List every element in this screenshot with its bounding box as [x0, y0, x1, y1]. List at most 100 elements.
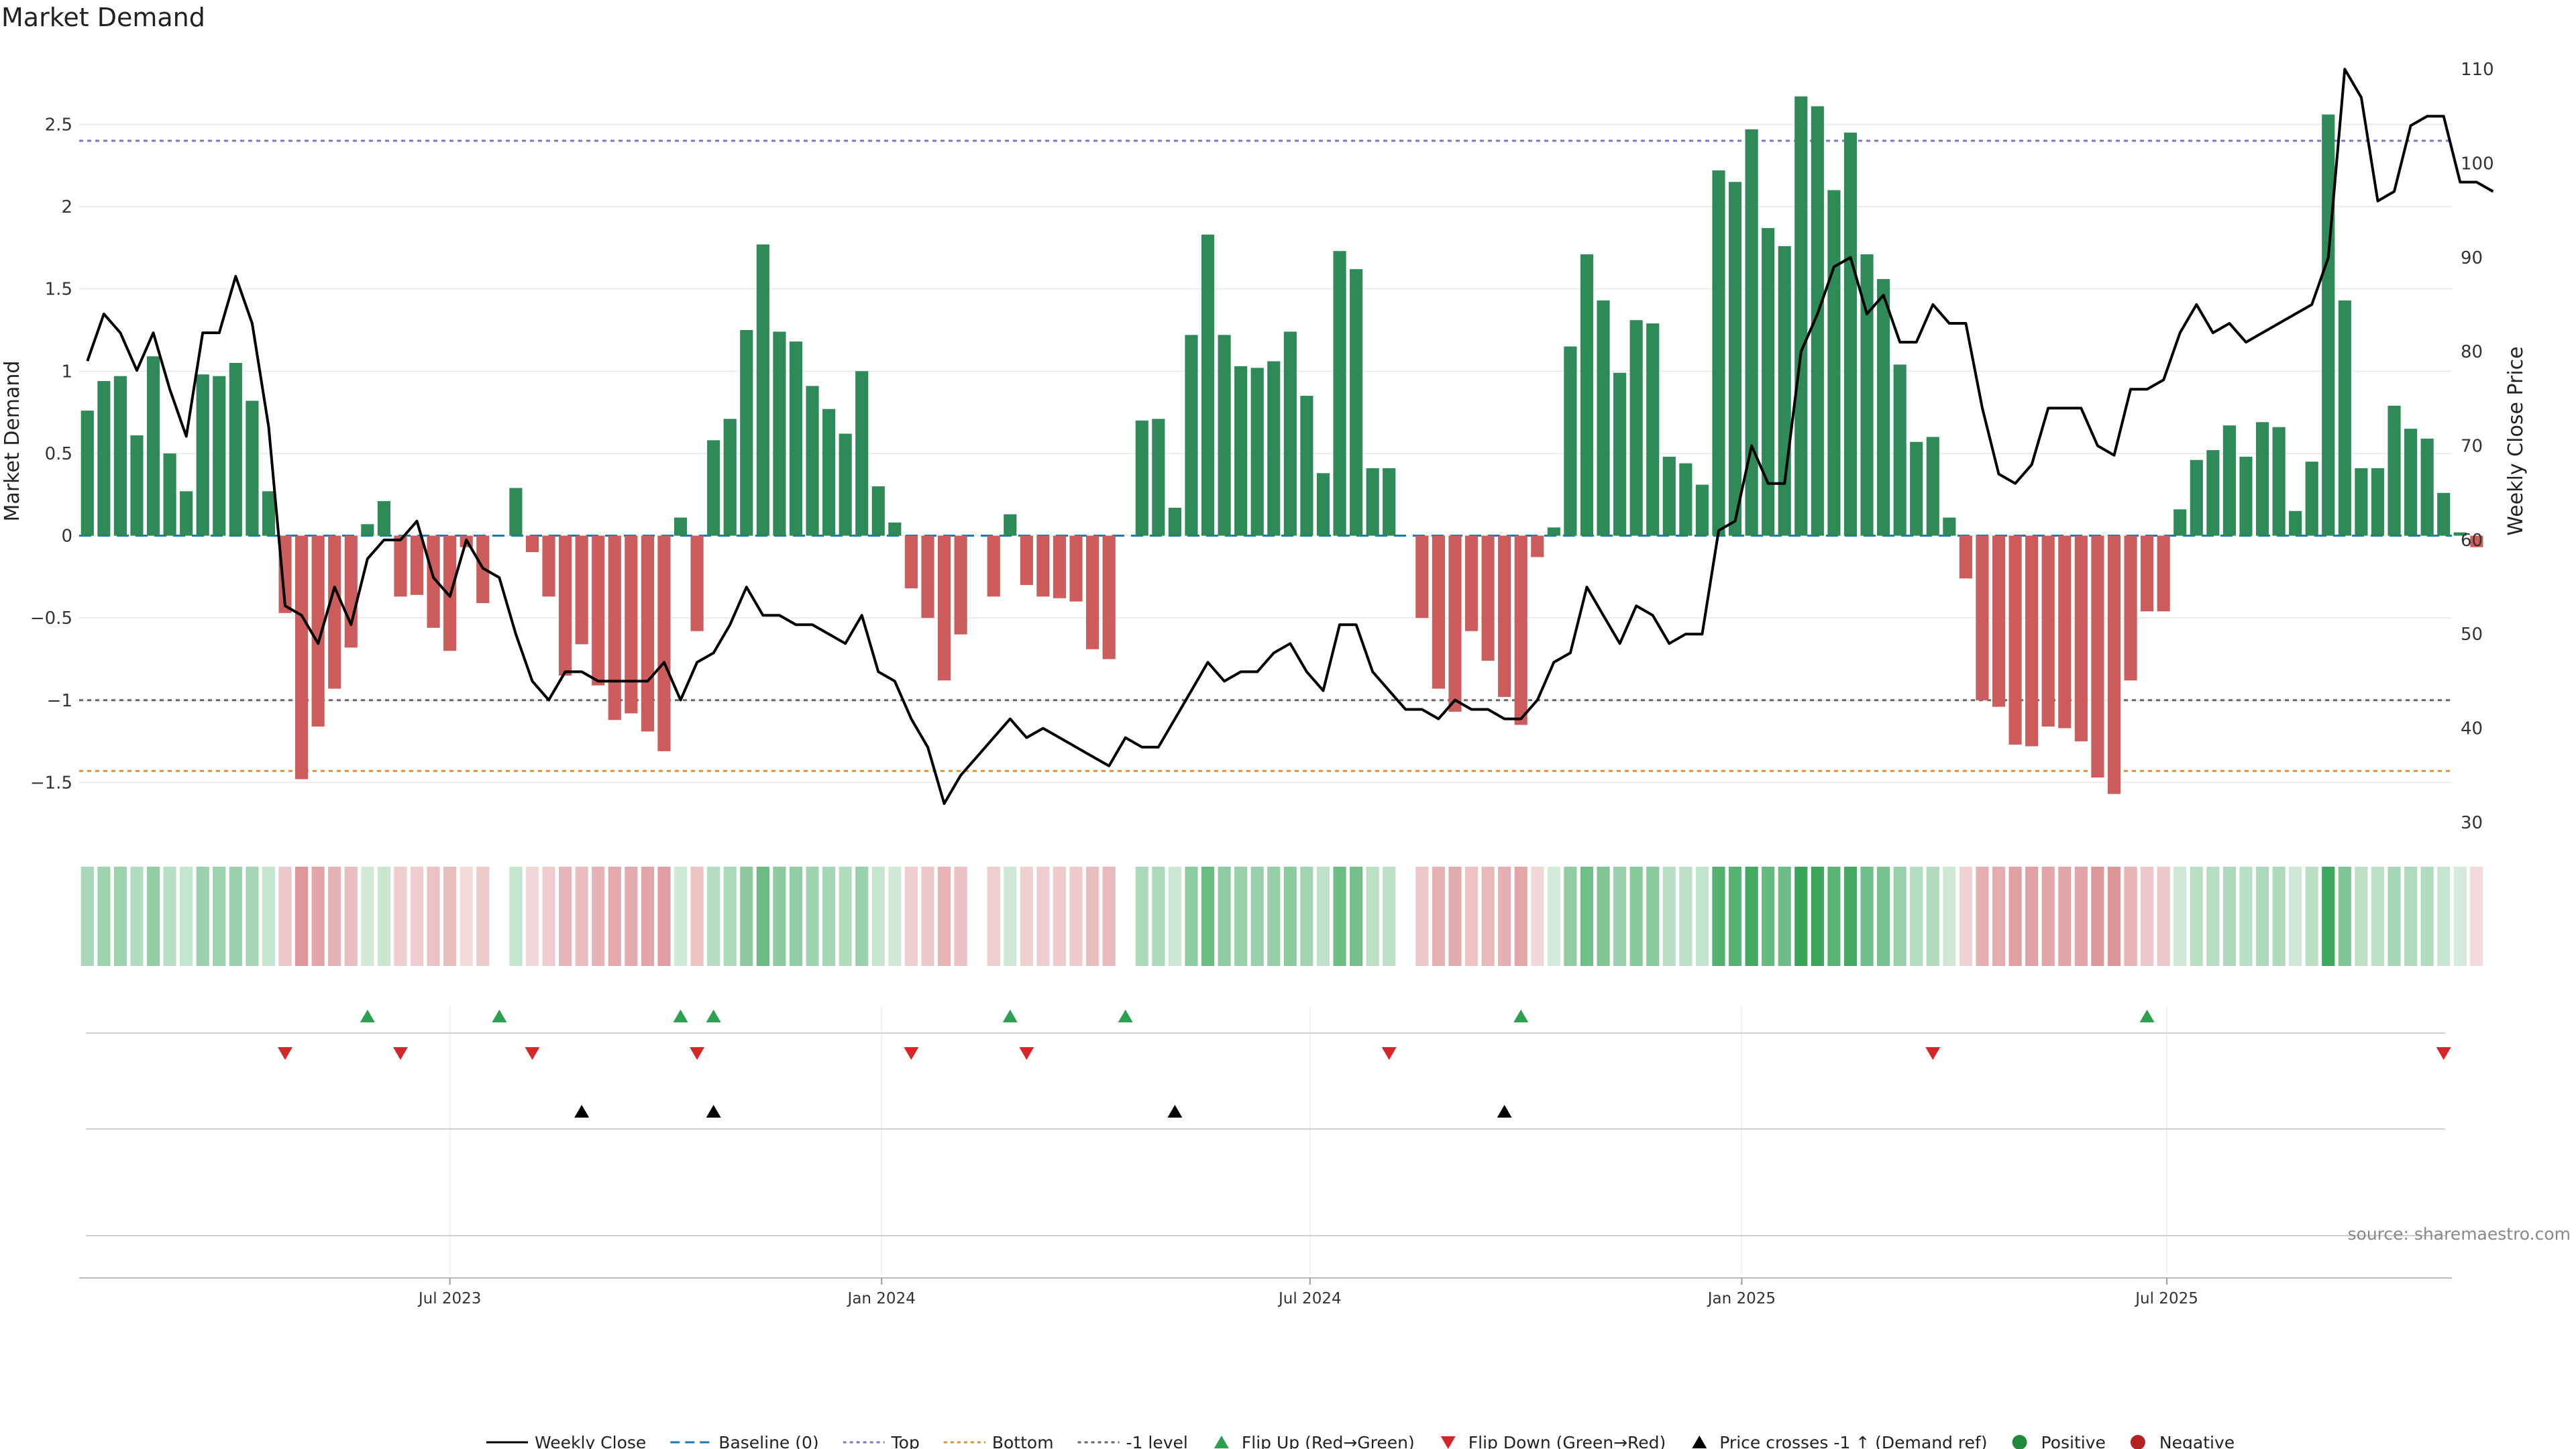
positive-demand-bar [2206, 449, 2220, 536]
strip-cell [1860, 867, 1874, 966]
positive-demand-bar [130, 435, 144, 536]
left-tick-label: 1.5 [45, 280, 72, 300]
negative-demand-bar [1432, 535, 1445, 689]
strip-cell [2338, 867, 2351, 966]
positive-demand-bar [1629, 320, 1643, 536]
positive-demand-bar [1843, 132, 1858, 536]
flip-up-marker [2139, 1010, 2155, 1022]
strip-cell [2141, 867, 2154, 966]
positive-demand-bar [262, 491, 276, 536]
strip-cell [1350, 867, 1363, 966]
strip-cell [1893, 867, 1907, 966]
positive-demand-bar [707, 440, 720, 536]
negative-demand-bar [1415, 535, 1429, 619]
negative-demand-bar [1020, 535, 1033, 586]
positive-demand-bar [740, 329, 753, 536]
positive-demand-bar [1350, 269, 1363, 536]
negative-demand-bar [2058, 535, 2072, 729]
negative-demand-bar [2107, 535, 2121, 794]
positive-demand-bar [509, 488, 523, 536]
positive-demand-bar [163, 453, 176, 536]
negative-demand-bar [278, 535, 292, 613]
strip-cell [2190, 867, 2203, 966]
positive-demand-bar [1564, 346, 1577, 536]
strip-cell [180, 867, 193, 966]
positive-demand-bar [2190, 460, 2203, 536]
negative-demand-bar [427, 535, 440, 628]
strip-cell [476, 867, 490, 966]
strip-cell [1102, 867, 1116, 966]
positive-demand-bar [1778, 246, 1791, 536]
date-tick-label: Jan 2024 [847, 1290, 916, 1307]
negative-demand-bar [575, 535, 588, 645]
negative-demand-bar [1053, 535, 1067, 598]
negative-demand-bar [625, 535, 638, 714]
strip-cell [1069, 867, 1083, 966]
positive-demand-bar [674, 517, 688, 536]
negative-demand-bar [1481, 535, 1495, 661]
negative-demand-bar [1498, 535, 1511, 697]
left-tick-label: 2.5 [45, 115, 72, 135]
negative-demand-bar [690, 535, 704, 631]
flip-up-marker [360, 1010, 375, 1022]
negative-demand-bar [1976, 535, 1989, 700]
negative-demand-bar [328, 535, 341, 689]
strip-cell [1448, 867, 1462, 966]
right-tick-label: 110 [2461, 60, 2494, 80]
positive-demand-bar [2387, 405, 2401, 536]
strip-cell [2157, 867, 2170, 966]
flip-down-marker [2436, 1047, 2451, 1060]
flip-up-marker [1002, 1010, 1018, 1022]
positive-demand-bar [789, 341, 803, 536]
strip-cell [1316, 867, 1330, 966]
strip-cell [1794, 867, 1808, 966]
strip-cell [2404, 867, 2418, 966]
flip-down-marker [392, 1047, 408, 1060]
positive-demand-bar [1597, 300, 1610, 536]
negative-demand-bar [641, 535, 654, 732]
positive-demand-bar [1695, 484, 1709, 536]
negative-demand-bar [904, 535, 918, 589]
positive-demand-bar [2355, 468, 2368, 536]
strip-cell [361, 867, 374, 966]
legend: Weekly Close Baseline (0) Top Bottom -1 leve… [486, 1433, 2235, 1449]
strip-cell [592, 867, 605, 966]
positive-demand-bar [80, 411, 94, 536]
strip-cell [1531, 867, 1544, 966]
positive-demand-bar [1926, 437, 1939, 536]
strip-cell [657, 867, 671, 966]
negative-demand-bar [2008, 535, 2022, 745]
strip-cell [1811, 867, 1824, 966]
chart-title: Market Demand [1, 3, 205, 32]
legend-swatch [2012, 1435, 2027, 1449]
strip-cell [1267, 867, 1281, 966]
right-tick-label: 100 [2461, 154, 2494, 174]
strip-cell [1597, 867, 1610, 966]
strip-cell [855, 867, 869, 966]
positive-demand-bar [1201, 234, 1215, 536]
positive-demand-bar [2453, 532, 2467, 536]
legend-label: Bottom [992, 1433, 1054, 1449]
strip-cell [1613, 867, 1627, 966]
strip-cell [641, 867, 654, 966]
strip-cell [1926, 867, 1939, 966]
legend-label: -1 level [1126, 1433, 1188, 1449]
strip-cell [2206, 867, 2220, 966]
positive-demand-bar [888, 522, 902, 536]
positive-demand-bar [97, 380, 111, 536]
positive-demand-bar [1250, 368, 1264, 536]
price-line-layer [86, 68, 2494, 805]
negative-demand-bar [921, 535, 934, 619]
positive-demand-bar [1794, 96, 1808, 536]
strip-cell [954, 867, 967, 966]
strip-cell [1004, 867, 1017, 966]
strip-cell [1036, 867, 1050, 966]
positive-demand-bar [1168, 507, 1181, 536]
strip-cell [1679, 867, 1693, 966]
strip-cell [1415, 867, 1429, 966]
legend-swatch [1692, 1436, 1707, 1448]
negative-demand-bar [525, 535, 539, 553]
right-tick-label: 40 [2461, 719, 2483, 739]
strip-cell [2091, 867, 2104, 966]
positive-demand-bar [822, 409, 836, 536]
